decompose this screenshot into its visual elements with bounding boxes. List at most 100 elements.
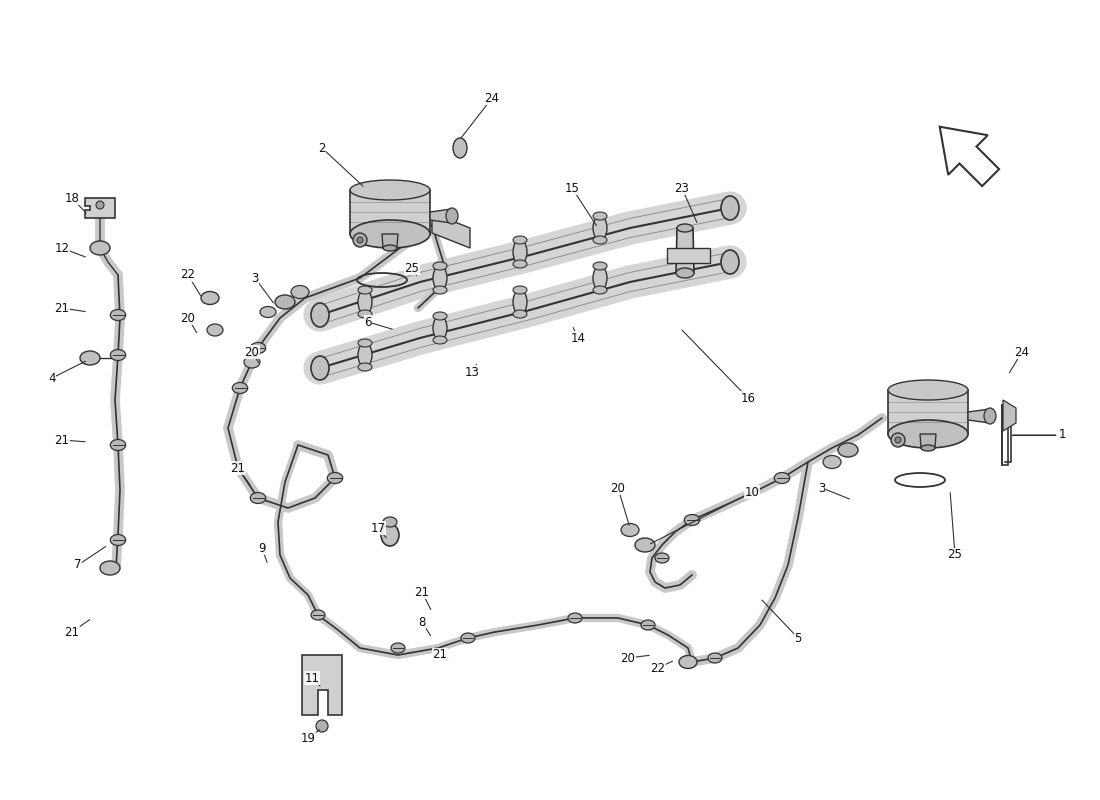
Polygon shape — [667, 248, 710, 263]
Ellipse shape — [110, 534, 125, 546]
Ellipse shape — [433, 262, 447, 270]
Ellipse shape — [774, 473, 790, 483]
Text: 19: 19 — [300, 731, 316, 745]
Ellipse shape — [251, 493, 266, 503]
Text: 4: 4 — [48, 371, 56, 385]
Circle shape — [316, 720, 328, 732]
Text: 21: 21 — [65, 626, 79, 638]
Ellipse shape — [513, 310, 527, 318]
Ellipse shape — [433, 286, 447, 294]
Ellipse shape — [823, 455, 842, 469]
Ellipse shape — [446, 208, 458, 224]
Ellipse shape — [100, 561, 120, 575]
Text: 12: 12 — [55, 242, 69, 254]
Ellipse shape — [358, 339, 372, 347]
Text: 14: 14 — [571, 331, 585, 345]
Ellipse shape — [350, 220, 430, 248]
Ellipse shape — [593, 262, 607, 270]
Ellipse shape — [593, 286, 607, 294]
Ellipse shape — [513, 260, 527, 268]
Text: 22: 22 — [650, 662, 666, 674]
Ellipse shape — [838, 443, 858, 457]
Text: 20: 20 — [180, 311, 196, 325]
Ellipse shape — [207, 324, 223, 336]
Text: 3: 3 — [251, 271, 258, 285]
Ellipse shape — [90, 241, 110, 255]
Ellipse shape — [888, 420, 968, 448]
Polygon shape — [1003, 400, 1016, 431]
Circle shape — [891, 433, 905, 447]
Text: 11: 11 — [305, 671, 319, 685]
Ellipse shape — [433, 266, 447, 290]
Text: 5: 5 — [794, 631, 802, 645]
Text: 20: 20 — [610, 482, 626, 494]
Ellipse shape — [311, 303, 329, 327]
Ellipse shape — [513, 240, 527, 264]
Ellipse shape — [593, 236, 607, 244]
Ellipse shape — [358, 310, 372, 318]
Circle shape — [895, 437, 901, 443]
Ellipse shape — [201, 291, 219, 305]
Ellipse shape — [513, 290, 527, 314]
Polygon shape — [920, 434, 936, 448]
Ellipse shape — [232, 382, 248, 394]
Ellipse shape — [984, 408, 996, 424]
Ellipse shape — [358, 363, 372, 371]
Text: 13: 13 — [464, 366, 480, 378]
Ellipse shape — [684, 514, 700, 526]
Polygon shape — [430, 210, 454, 222]
Ellipse shape — [311, 356, 329, 380]
Ellipse shape — [593, 266, 607, 290]
Text: 21: 21 — [231, 462, 245, 474]
Text: 2: 2 — [318, 142, 326, 154]
Text: 25: 25 — [947, 549, 962, 562]
Ellipse shape — [80, 351, 100, 365]
Text: 15: 15 — [564, 182, 580, 194]
Ellipse shape — [679, 655, 697, 669]
Ellipse shape — [260, 306, 276, 318]
Ellipse shape — [461, 633, 475, 643]
Text: 20: 20 — [620, 651, 636, 665]
Ellipse shape — [921, 445, 935, 451]
Ellipse shape — [708, 653, 722, 663]
Polygon shape — [432, 213, 470, 248]
Text: 16: 16 — [740, 391, 756, 405]
Ellipse shape — [888, 380, 968, 400]
Ellipse shape — [720, 250, 739, 274]
Ellipse shape — [433, 312, 447, 320]
Polygon shape — [939, 126, 999, 186]
Text: 20: 20 — [244, 346, 260, 358]
Text: 21: 21 — [55, 302, 69, 314]
Ellipse shape — [453, 138, 468, 158]
Ellipse shape — [275, 295, 295, 309]
Ellipse shape — [433, 336, 447, 344]
Ellipse shape — [390, 643, 405, 653]
Text: 17: 17 — [371, 522, 385, 534]
Ellipse shape — [593, 216, 607, 240]
Ellipse shape — [358, 290, 372, 314]
Polygon shape — [888, 390, 968, 434]
Text: 21: 21 — [55, 434, 69, 446]
Text: 1: 1 — [1056, 429, 1064, 442]
Text: 23: 23 — [674, 182, 690, 194]
Ellipse shape — [568, 613, 582, 623]
Ellipse shape — [383, 245, 397, 251]
Polygon shape — [350, 190, 430, 234]
Text: 9: 9 — [258, 542, 266, 554]
Text: 21: 21 — [415, 586, 429, 598]
Text: 10: 10 — [745, 486, 759, 498]
Circle shape — [358, 237, 363, 243]
Text: 18: 18 — [65, 191, 79, 205]
Ellipse shape — [110, 439, 125, 450]
Ellipse shape — [311, 610, 324, 620]
Text: 3: 3 — [818, 482, 826, 494]
Ellipse shape — [251, 342, 266, 354]
Ellipse shape — [593, 212, 607, 220]
Polygon shape — [676, 228, 694, 273]
Ellipse shape — [641, 620, 654, 630]
Ellipse shape — [350, 180, 430, 200]
Text: 8: 8 — [418, 615, 426, 629]
Text: 22: 22 — [180, 269, 196, 282]
Ellipse shape — [676, 224, 693, 232]
Ellipse shape — [383, 517, 397, 527]
